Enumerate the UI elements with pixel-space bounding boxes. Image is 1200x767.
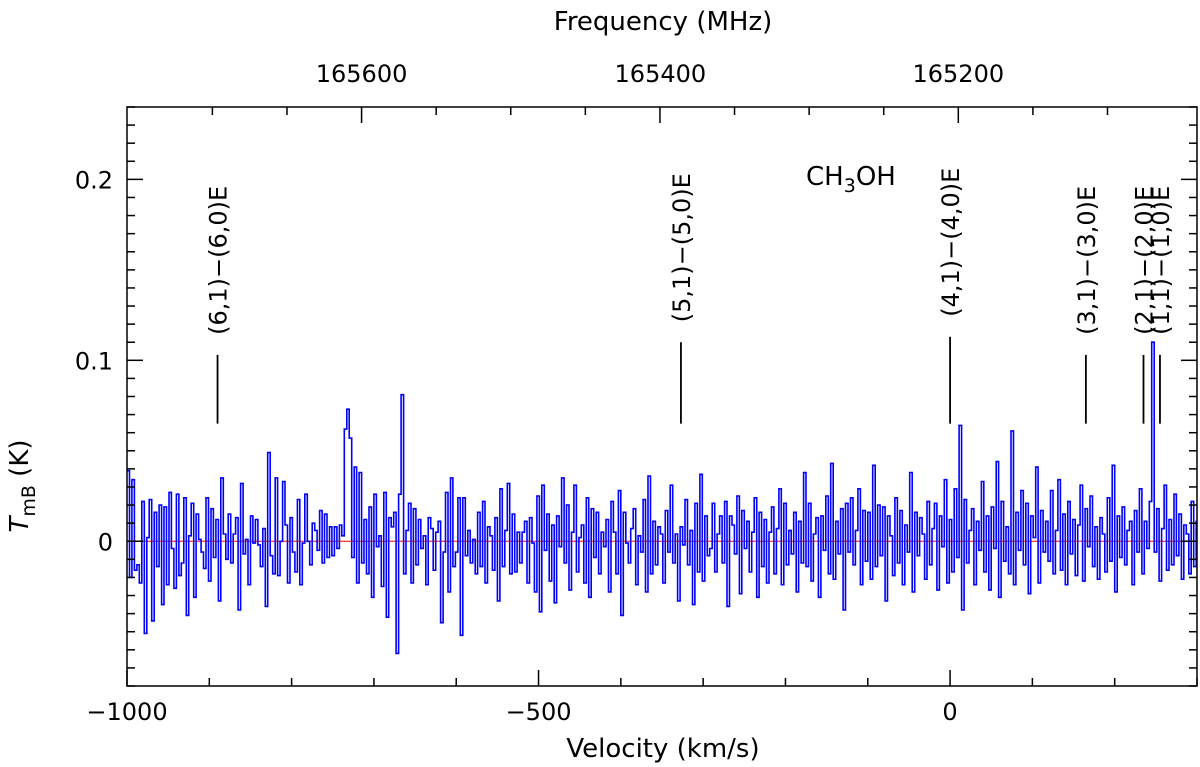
plot-frame — [126, 106, 1198, 687]
transition-label: (6,1)−(6,0)E — [205, 186, 233, 335]
species-label-main: CH — [806, 162, 844, 192]
species-label: CH3OH — [806, 162, 896, 197]
axes: −1000 −500 0 0 0.1 0.2 165600 165400 165200 — [75, 60, 1198, 726]
top-axis-label: Frequency (MHz) — [554, 7, 773, 37]
species-label-sub: 3 — [844, 175, 856, 197]
y-tick-label: 0 — [98, 528, 113, 556]
y-axis-label-sub: mB — [18, 485, 40, 517]
plot-area — [127, 341, 1197, 655]
transition-label: (1,1)−(1,0)E — [1147, 186, 1175, 335]
line-markers: (6,1)−(6,0)E (5,1)−(5,0)E (4,1)−(4,0)E (3,1… — [205, 168, 1175, 424]
y-axis-label-main: T — [5, 515, 35, 533]
top-tick-label: 165400 — [615, 60, 707, 88]
spectrum-series-0 — [127, 341, 1197, 655]
x-tick-label: 0 — [942, 698, 957, 726]
x-tick-label: −1000 — [86, 698, 167, 726]
transition-label: (2,1)−(2,0)E — [1131, 186, 1159, 335]
transition-label: (4,1)−(4,0)E — [937, 168, 965, 317]
y-tick-label: 0.2 — [75, 166, 113, 194]
transition-label: (5,1)−(5,0)E — [668, 173, 696, 322]
top-tick-label: 165200 — [912, 60, 1004, 88]
y-axis-label: TmB (K) — [5, 439, 40, 532]
y-axis-label-unit: (K) — [5, 439, 35, 485]
x-axis-label: Velocity (km/s) — [566, 734, 759, 764]
transition-label: (3,1)−(3,0)E — [1073, 186, 1101, 335]
x-tick-label: −500 — [506, 698, 572, 726]
top-tick-label: 165600 — [316, 60, 408, 88]
species-label-end: OH — [856, 162, 896, 192]
y-tick-label: 0.1 — [75, 347, 113, 375]
